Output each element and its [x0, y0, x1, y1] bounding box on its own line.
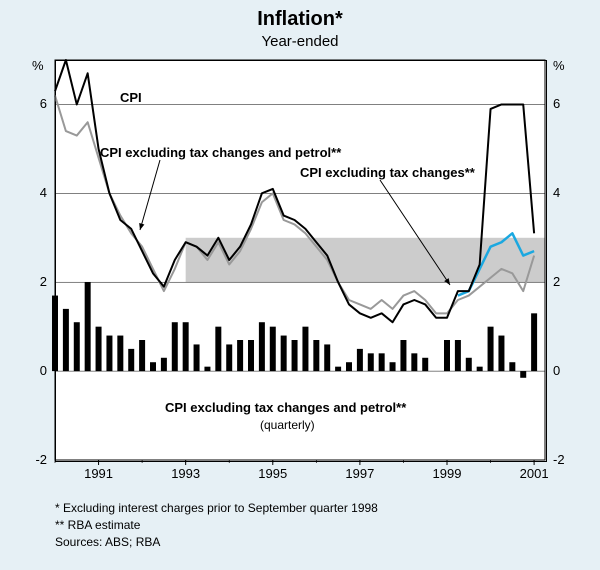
y-tick-left-2: 2: [40, 274, 47, 289]
chart-svg: [0, 0, 600, 570]
y-axis-unit-right: %: [553, 58, 565, 73]
y-tick-right-2: 2: [553, 274, 560, 289]
footnote-line: * Excluding interest charges prior to Se…: [55, 500, 378, 517]
y-tick-right-4: 6: [553, 96, 560, 111]
bars-sublabel: (quarterly): [260, 418, 315, 432]
x-tick-4: 1999: [433, 466, 462, 481]
ex-tax-petrol-label: CPI excluding tax changes and petrol**: [100, 145, 341, 160]
chart-container: Inflation* Year-ended %%-2-2002244661991…: [0, 0, 600, 570]
y-tick-right-3: 4: [553, 185, 560, 200]
y-axis-unit-left: %: [32, 58, 44, 73]
y-tick-left-3: 4: [40, 185, 47, 200]
y-tick-left-4: 6: [40, 96, 47, 111]
x-tick-0: 1991: [84, 466, 113, 481]
footnote-line: Sources: ABS; RBA: [55, 534, 378, 551]
ex-tax-label: CPI excluding tax changes**: [300, 165, 475, 180]
x-tick-5: 2001: [520, 466, 549, 481]
footnotes: * Excluding interest charges prior to Se…: [55, 500, 378, 550]
bars-label: CPI excluding tax changes and petrol**: [165, 400, 406, 415]
y-tick-left-1: 0: [40, 363, 47, 378]
x-tick-3: 1997: [345, 466, 374, 481]
y-tick-right-1: 0: [553, 363, 560, 378]
cpi-label: CPI: [120, 90, 142, 105]
y-tick-left-0: -2: [35, 452, 47, 467]
y-tick-right-0: -2: [553, 452, 565, 467]
x-tick-1: 1993: [171, 466, 200, 481]
footnote-line: ** RBA estimate: [55, 517, 378, 534]
x-tick-2: 1995: [258, 466, 287, 481]
